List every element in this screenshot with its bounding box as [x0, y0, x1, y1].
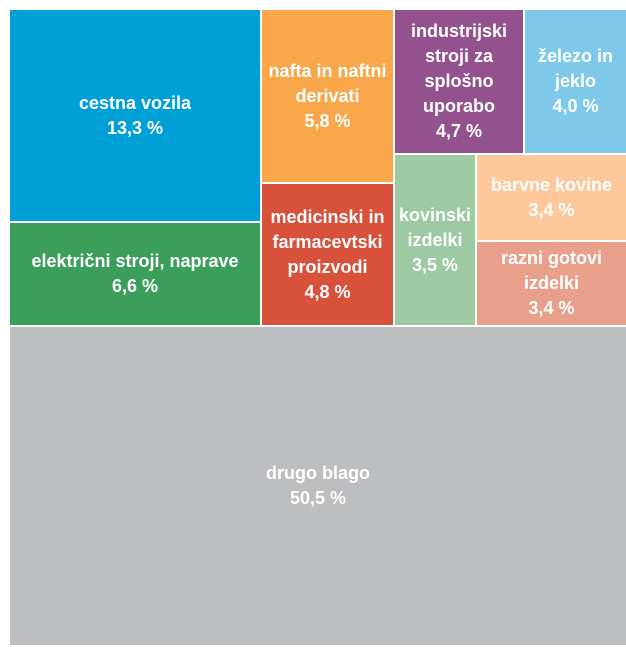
cell-value: 4,8 %: [304, 281, 351, 302]
cell-label: medicinski in farmacevtski proizvodi: [270, 206, 385, 277]
cell-label: kovinski izdelki: [398, 204, 472, 250]
treemap-cell: električni stroji, naprave 6,6 %: [10, 223, 260, 325]
treemap-cell: nafta in naftni derivati 5,8 %: [262, 10, 393, 182]
cell-value: 13,3 %: [106, 117, 164, 138]
treemap-cell: kovinski izdelki 3,5 %: [395, 155, 475, 325]
treemap-cell: drugo blago 50,5 %: [10, 327, 626, 645]
cell-value: 3,5 %: [411, 254, 459, 275]
cell-label: razni gotovi izdelki: [500, 248, 602, 293]
cell-value: 3,4 %: [528, 298, 575, 318]
cell-value: 4,0 %: [552, 96, 599, 116]
treemap-cell: medicinski in farmacevtski proizvodi 4,8 …: [262, 184, 393, 325]
cell-value: 6,6 %: [111, 276, 159, 296]
cell-value: 3,4 %: [528, 199, 575, 220]
cell-value: 4,7 %: [435, 121, 483, 141]
treemap-cell: razni gotovi izdelki 3,4 %: [477, 242, 626, 325]
cell-value: 5,8 %: [304, 110, 351, 131]
cell-label: železo in jeklo: [537, 46, 613, 91]
cell-label: industrijski stroji za splošno uporabo: [410, 21, 508, 116]
cell-value: 50,5 %: [289, 488, 347, 508]
treemap-cell: barvne kovine 3,4 %: [477, 155, 626, 240]
cell-label: cestna vozila: [78, 92, 192, 113]
cell-label: električni stroji, naprave: [31, 251, 239, 271]
cell-label: barvne kovine: [490, 174, 613, 195]
treemap-cell: železo in jeklo 4,0 %: [525, 10, 626, 153]
treemap-cell: cestna vozila 13,3 %: [10, 10, 260, 221]
cell-label: nafta in naftni derivati: [268, 60, 387, 106]
treemap-cell: industrijski stroji za splošno uporabo 4,…: [395, 10, 523, 153]
cell-label: drugo blago: [266, 463, 370, 483]
